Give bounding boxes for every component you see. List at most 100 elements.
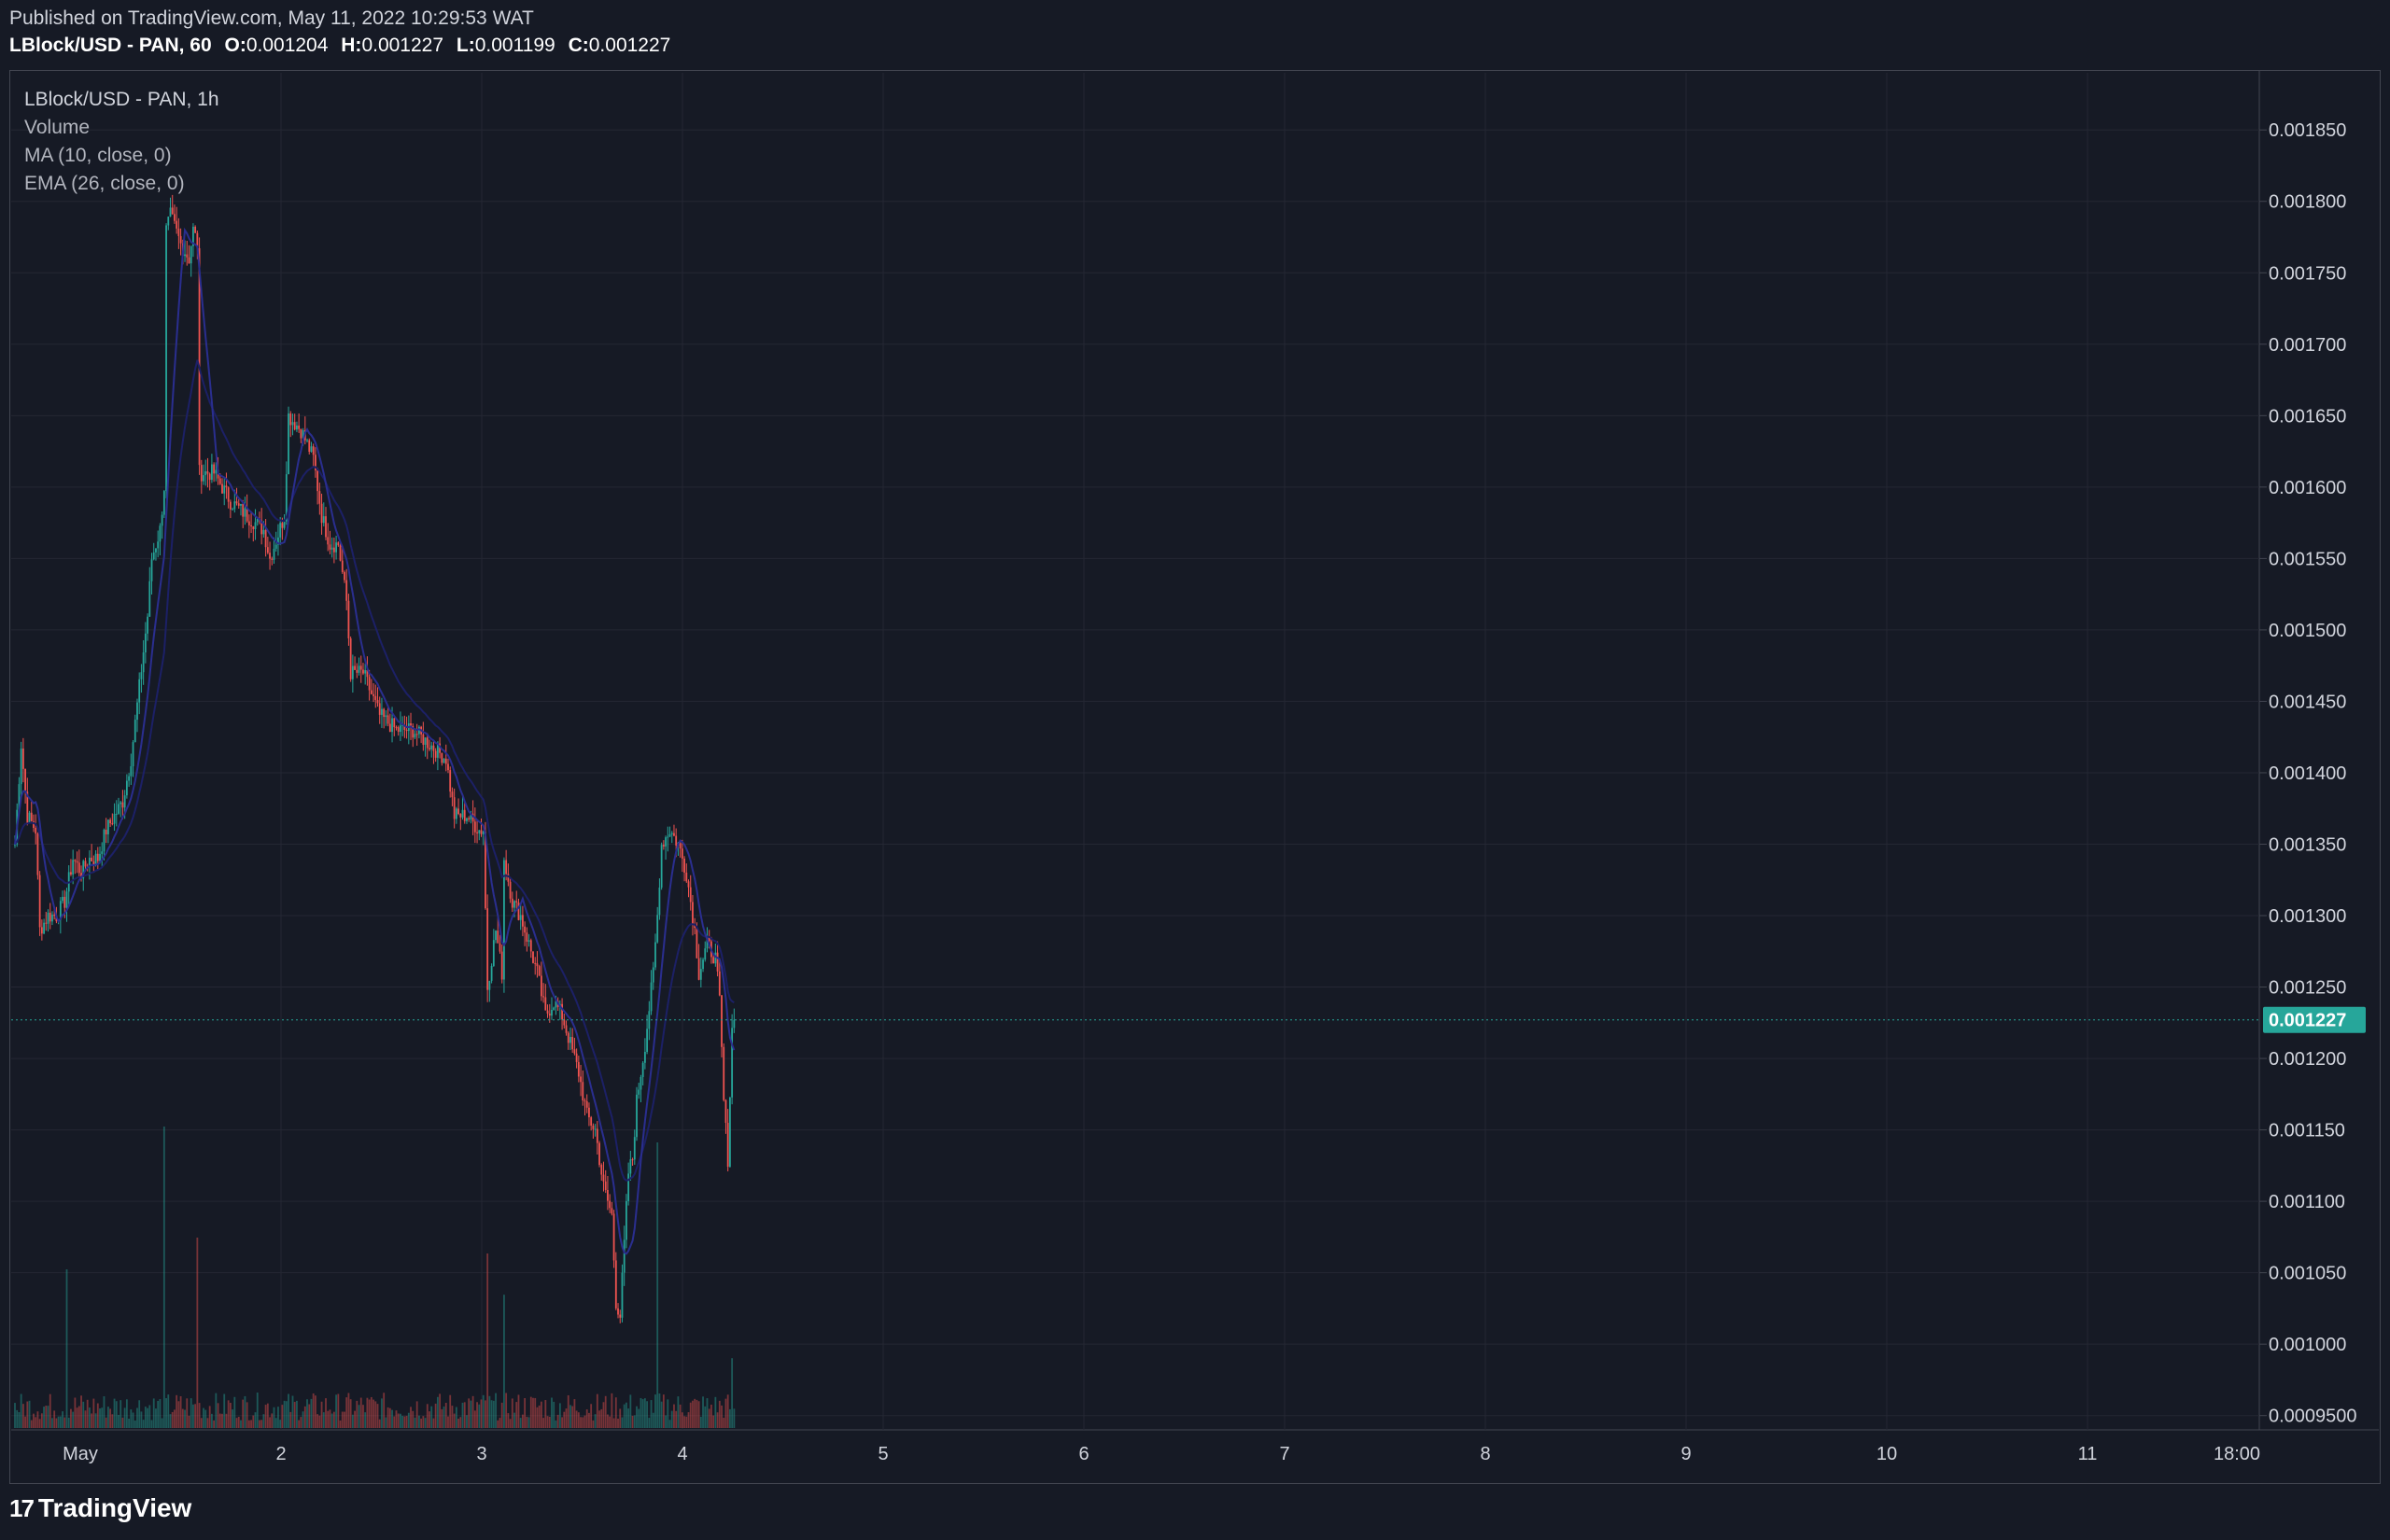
candle-body	[70, 872, 72, 875]
volume-bar	[169, 1414, 172, 1428]
volume-bar	[260, 1420, 263, 1428]
volume-bar	[432, 1418, 435, 1428]
volume-bar	[383, 1393, 386, 1428]
volume-bar	[641, 1399, 644, 1428]
volume-bar	[366, 1397, 369, 1428]
volume-bar	[643, 1398, 646, 1428]
candle-body	[561, 1003, 563, 1020]
candle-body	[415, 734, 418, 735]
candle-body	[344, 571, 345, 581]
candle-body	[105, 830, 107, 834]
volume-bar	[670, 1410, 673, 1428]
candle-body	[643, 1052, 646, 1063]
volume-bar	[387, 1407, 389, 1428]
x-tick-label: 2	[275, 1444, 286, 1464]
volume-bar	[99, 1408, 101, 1428]
volume-bar	[415, 1401, 418, 1428]
legend-volume[interactable]: Volume	[24, 117, 91, 138]
volume-bar	[577, 1412, 580, 1428]
volume-bar	[451, 1406, 454, 1428]
volume-bar	[246, 1402, 248, 1428]
candle-body	[414, 734, 416, 738]
volume-bar	[710, 1405, 712, 1428]
volume-bar	[555, 1420, 557, 1428]
candle-body	[18, 784, 21, 810]
candle-body	[134, 720, 136, 743]
volume-bar	[359, 1397, 362, 1428]
volume-bar	[561, 1417, 563, 1428]
candle-body	[273, 548, 275, 560]
candle-body	[517, 902, 520, 920]
candle-body	[310, 446, 313, 453]
candle-body	[662, 845, 665, 847]
volume-bar	[80, 1395, 82, 1428]
volume-bar	[279, 1420, 282, 1428]
volume-bar	[654, 1394, 656, 1428]
volume-bar	[134, 1420, 136, 1428]
candle-body	[376, 699, 379, 704]
volume-bar	[397, 1413, 400, 1428]
legend-ema[interactable]: EMA (26, close, 0)	[24, 173, 185, 194]
candle-body	[439, 743, 441, 753]
volume-bar	[376, 1404, 379, 1428]
candle-body	[370, 690, 373, 694]
candle-body	[412, 725, 415, 738]
x-tick-label: 11	[2078, 1444, 2098, 1464]
volume-bar	[203, 1407, 204, 1428]
candle-body	[544, 997, 547, 1011]
volume-bar	[648, 1418, 651, 1428]
volume-bar	[706, 1398, 709, 1428]
volume-bar	[59, 1416, 62, 1428]
volume-bar	[677, 1396, 680, 1428]
candle-body	[542, 996, 544, 998]
volume-bar	[558, 1403, 561, 1428]
volume-bar	[612, 1418, 615, 1428]
candle-body	[171, 207, 174, 215]
y-tick-label: 0.001700	[2269, 335, 2346, 356]
volume-bar	[150, 1420, 153, 1428]
candle-body	[623, 1239, 626, 1273]
y-tick-label: 0.001800	[2269, 192, 2346, 213]
volume-bar	[271, 1413, 274, 1428]
candle-body	[162, 491, 165, 515]
volume-bar	[708, 1408, 710, 1428]
candle-body	[155, 548, 157, 553]
candle-body	[702, 959, 704, 970]
volume-bar	[125, 1399, 128, 1428]
candle-body	[196, 232, 199, 248]
volume-bar	[362, 1405, 364, 1428]
volume-bar	[221, 1413, 223, 1428]
volume-bar	[91, 1413, 93, 1428]
candle-body	[538, 966, 541, 976]
volume-bar	[40, 1413, 43, 1428]
volume-bar	[345, 1397, 348, 1428]
volume-bar	[167, 1394, 170, 1428]
volume-bar	[354, 1410, 356, 1428]
volume-bar	[721, 1405, 723, 1428]
volume-bar	[667, 1399, 669, 1428]
candle-body	[237, 503, 240, 506]
volume-bar	[420, 1418, 423, 1428]
volume-bar	[223, 1393, 226, 1428]
volume-bar	[303, 1406, 306, 1428]
y-tick-label: 0.001750	[2269, 263, 2346, 284]
candle-body	[179, 235, 182, 244]
candle-body	[329, 544, 331, 550]
volume-bar	[505, 1393, 508, 1428]
volume-bar	[322, 1412, 325, 1428]
candle-body	[136, 702, 138, 721]
candle-body	[453, 797, 456, 819]
chart-frame[interactable]	[9, 70, 2381, 1484]
legend-title[interactable]: LBlock/USD - PAN, 1h	[24, 89, 219, 110]
high-label: H:	[341, 35, 362, 56]
candle-body	[391, 718, 393, 733]
volume-bar	[121, 1417, 124, 1428]
volume-bar	[356, 1400, 358, 1428]
volume-bar	[300, 1417, 302, 1428]
volume-bar	[186, 1398, 189, 1428]
y-tick-label: 0.001200	[2269, 1049, 2346, 1070]
legend-ma[interactable]: MA (10, close, 0)	[24, 145, 172, 166]
candle-body	[354, 665, 356, 670]
tradingview-logo[interactable]: 17 TradingView	[9, 1493, 191, 1523]
